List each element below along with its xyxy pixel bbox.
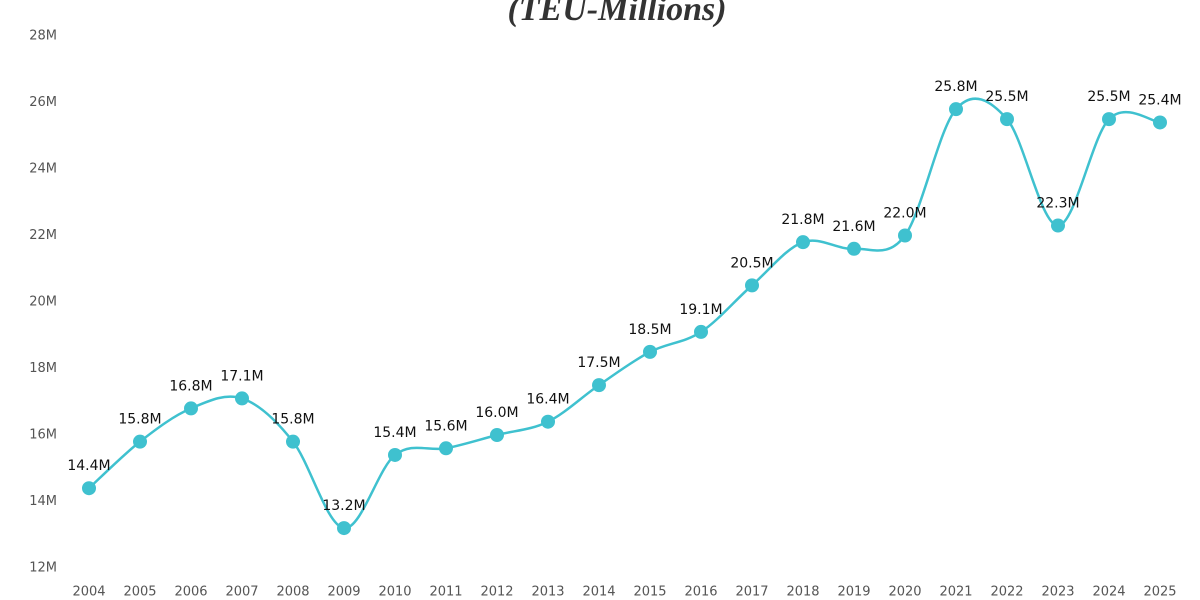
x-tick-label: 2011 [429,585,462,600]
data-label: 17.1M [220,368,263,384]
x-tick-label: 2017 [735,585,768,600]
point [439,441,453,456]
data-label: 15.4M [373,425,416,441]
point [235,391,249,406]
point [541,414,555,429]
data-label: 22.3M [1036,196,1079,212]
x-tick-label: 2004 [72,585,105,600]
y-tick-label: 20M [29,295,57,310]
x-tick-label: 2022 [990,585,1023,600]
x-tick-label: 2024 [1092,585,1125,600]
point [490,428,504,442]
x-tick-label: 2016 [684,585,717,600]
point [694,324,708,339]
data-label: 13.2M [322,498,365,514]
x-tick-label: 2021 [939,585,972,600]
data-label: 21.6M [832,219,875,235]
point [286,434,300,449]
point [1153,115,1167,130]
point [1102,112,1116,127]
point [133,434,147,449]
data-label: 19.1M [679,302,722,318]
x-tick-label: 2012 [480,585,513,600]
x-tick-label: 2007 [225,585,258,600]
x-tick-label: 2025 [1143,585,1176,600]
data-label: 25.8M [934,79,977,95]
data-label: 17.5M [577,355,620,371]
data-label: 25.5M [1087,89,1130,105]
data-label: 16.0M [475,405,518,421]
point [796,235,810,250]
point [898,228,912,243]
x-tick-label: 2019 [837,585,870,600]
x-tick-label: 2005 [123,585,156,600]
x-tick-label: 2020 [888,585,921,600]
point [184,401,198,416]
x-tick-label: 2018 [786,585,819,600]
y-tick-label: 28M [29,29,57,44]
data-label: 25.5M [985,89,1028,105]
data-label: 15.8M [271,412,314,428]
y-tick-label: 26M [29,95,57,110]
point [745,278,759,293]
data-label: 14.4M [67,458,110,474]
data-label: 22.0M [883,206,926,222]
x-tick-label: 2023 [1041,585,1074,600]
y-tick-label: 24M [29,162,57,177]
x-tick-label: 2014 [582,585,615,600]
point [82,481,96,496]
point [337,521,351,536]
line [88,97,1161,530]
x-tick-label: 2008 [276,585,309,600]
point [1051,218,1065,233]
data-label: 16.4M [526,392,569,408]
x-tick-label: 2015 [633,585,666,600]
x-tick-label: 2010 [378,585,411,600]
point [847,241,861,256]
data-label: 20.5M [730,255,773,271]
data-label: 15.6M [424,418,467,434]
data-label: 18.5M [628,322,671,338]
x-tick-label: 2009 [327,585,360,600]
point [949,102,963,117]
y-tick-label: 22M [29,228,57,243]
y-tick-label: 14M [29,494,57,509]
chart-title: (TEU-Millions) [507,0,726,28]
y-tick-label: 12M [29,561,57,576]
data-label: 25.4M [1138,92,1181,108]
x-tick-label: 2013 [531,585,564,600]
point [592,378,606,393]
data-label: 15.8M [118,412,161,428]
point [643,344,657,359]
y-tick-label: 16M [29,428,57,443]
point [1000,112,1014,127]
y-tick-label: 18M [29,361,57,376]
point [388,447,402,462]
data-label: 21.8M [781,212,824,228]
x-tick-label: 2006 [174,585,207,600]
data-label: 16.8M [169,378,212,394]
